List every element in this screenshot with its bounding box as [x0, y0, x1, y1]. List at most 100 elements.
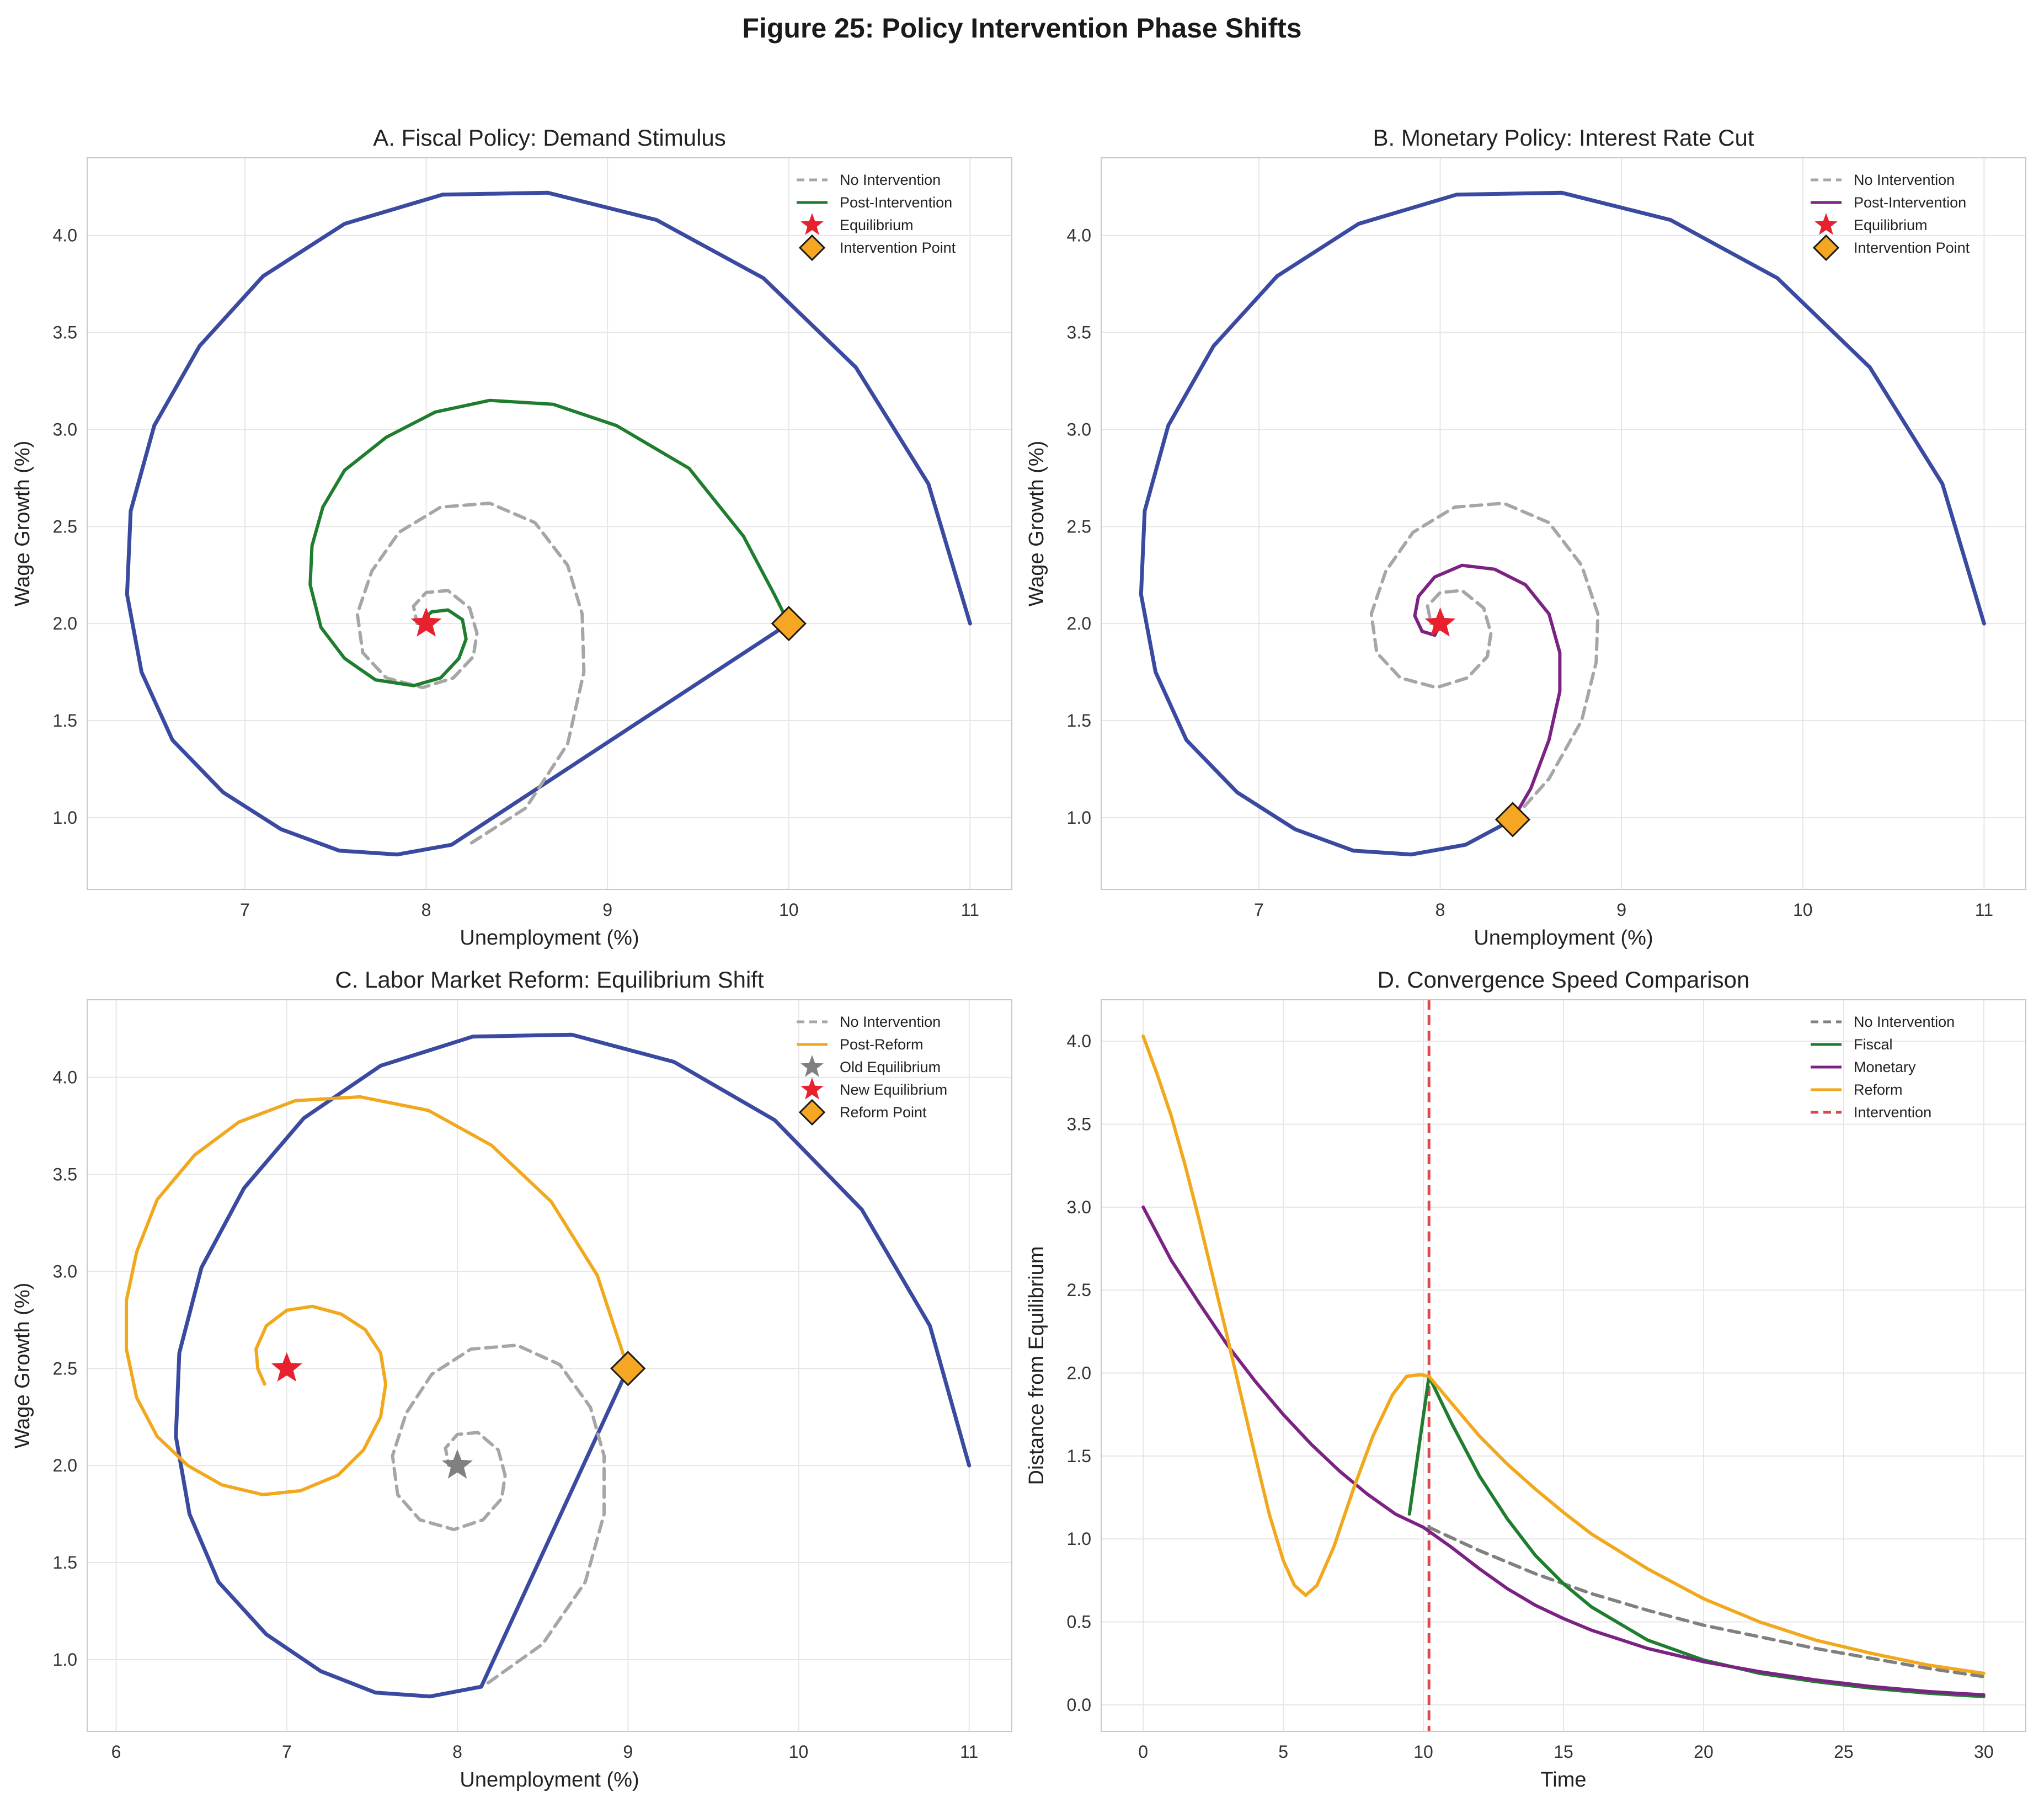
legend-diamond-icon [798, 1099, 826, 1126]
legend-swatch [800, 213, 824, 235]
monetary-line [1141, 1205, 1986, 1697]
legend-swatch [800, 1078, 824, 1100]
legend-label: Monetary [1854, 1059, 1916, 1075]
legend-diamond-icon [798, 234, 826, 262]
legend-star-icon [800, 1055, 824, 1077]
intervention-diamond-marker [771, 606, 807, 642]
legend-label: Post-Intervention [840, 194, 952, 211]
x-tick-label: 10 [1793, 900, 1813, 920]
x-axis-label: Time [1540, 1768, 1586, 1792]
y-tick-label: 4.0 [53, 226, 77, 246]
legend-label: Equilibrium [1854, 217, 1928, 233]
legend-label: Intervention [1854, 1104, 1931, 1121]
y-tick-label: 1.0 [53, 1650, 77, 1670]
legend-label: Intervention Point [1854, 239, 1970, 256]
x-tick-label: 10 [789, 1742, 809, 1762]
y-tick-label: 0.5 [1067, 1612, 1091, 1632]
baseline-line [1139, 190, 1986, 857]
x-tick-label: 9 [602, 900, 612, 920]
legend-label: Fiscal [1854, 1036, 1893, 1053]
panel-a: 7 8 9 10 11 1.0 1.5 2.0 2.5 3.0 3.5 4.0 A. Fiscal Po… [11, 125, 1012, 950]
baseline-line [125, 190, 972, 857]
y-axis-label: Wage Growth (%) [11, 1283, 34, 1449]
plot-area [1101, 158, 2026, 889]
legend-label: No Intervention [1854, 172, 1955, 188]
y-tick-label: 4.0 [1067, 1031, 1091, 1051]
x-tick-label: 10 [1413, 1742, 1433, 1762]
intervention-diamond-marker [610, 1351, 646, 1387]
panel-title: D. Convergence Speed Comparison [1378, 967, 1750, 993]
x-tick-label: 8 [421, 900, 431, 920]
x-axis-label: Unemployment (%) [460, 926, 639, 950]
y-tick-label: 3.0 [53, 1261, 77, 1281]
no_intervention-line [1369, 502, 1600, 822]
x-tick-label: 8 [1435, 900, 1445, 920]
x-tick-label: 11 [961, 900, 979, 920]
x-tick-label: 7 [282, 1742, 292, 1762]
plot-frame [87, 157, 1012, 890]
panel-title: B. Monetary Policy: Interest Rate Cut [1373, 125, 1754, 151]
plot-frame [1101, 999, 2026, 1732]
post-line [125, 1095, 630, 1496]
legend-label: Reform Point [840, 1104, 927, 1121]
y-tick-label: 1.5 [53, 1553, 77, 1572]
legend-diamond-icon [1812, 234, 1840, 262]
y-tick-label: 2.5 [1067, 1280, 1091, 1300]
equilibrium-star-marker [442, 1449, 473, 1479]
baseline-line [174, 1032, 972, 1699]
y-tick-label: 3.5 [1067, 1115, 1091, 1134]
y-tick-label: 3.5 [53, 1165, 77, 1185]
x-tick-label: 6 [111, 1742, 121, 1762]
equilibrium-star-marker [271, 1352, 302, 1382]
legend-swatch [798, 1099, 826, 1126]
x-tick-label: 20 [1694, 1742, 1714, 1762]
legend-swatch [1814, 213, 1838, 235]
legend-label: Reform [1854, 1081, 1903, 1098]
y-tick-label: 2.5 [1067, 516, 1091, 536]
figure-title: Figure 25: Policy Intervention Phase Shi… [742, 13, 1302, 44]
y-tick-label: 2.0 [1067, 614, 1091, 633]
y-tick-label: 3.5 [53, 323, 77, 343]
y-tick-label: 1.5 [1067, 711, 1091, 731]
plot-frame [1101, 157, 2026, 890]
x-tick-label: 25 [1834, 1742, 1854, 1762]
legend-label: No Intervention [840, 1014, 941, 1030]
legend-label: No Intervention [1854, 1014, 1955, 1030]
x-tick-label: 7 [1254, 900, 1264, 920]
y-tick-label: 2.5 [53, 516, 77, 536]
y-axis-label: Wage Growth (%) [11, 441, 34, 607]
legend-swatch [800, 1055, 824, 1077]
x-axis-label: Unemployment (%) [460, 1768, 639, 1792]
legend-label: Equilibrium [840, 217, 914, 233]
y-tick-label: 3.5 [1067, 323, 1091, 343]
post-line [308, 398, 791, 687]
no-intervention-line [1427, 1526, 1986, 1678]
y-tick-label: 1.5 [53, 711, 77, 731]
y-axis-label: Wage Growth (%) [1025, 441, 1048, 607]
legend-label: Post-Intervention [1854, 194, 1966, 211]
panel-c: 6 7 8 9 10 11 1.0 1.5 2.0 2.5 3.0 3.5 4.0 C. Labor Ma… [11, 967, 1012, 1792]
y-tick-label: 2.0 [1067, 1363, 1091, 1383]
legend-star-icon [1814, 213, 1838, 235]
legend-star-icon [800, 213, 824, 235]
x-tick-label: 15 [1554, 1742, 1573, 1762]
legend-label: Old Equilibrium [840, 1059, 941, 1075]
panel-b: 7 8 9 10 11 1.0 1.5 2.0 2.5 3.0 3.5 4.0 B. Monetary … [1025, 125, 2026, 950]
panel-title: A. Fiscal Policy: Demand Stimulus [373, 125, 726, 151]
legend-label: No Intervention [840, 172, 941, 188]
y-axis-label: Distance from Equilibrium [1025, 1246, 1048, 1485]
equilibrium-star-marker [1424, 607, 1456, 637]
y-tick-label: 4.0 [1067, 226, 1091, 246]
x-axis-label: Unemployment (%) [1474, 926, 1653, 950]
y-tick-label: 2.0 [53, 614, 77, 633]
x-tick-label: 30 [1974, 1742, 1994, 1762]
post-line [1413, 563, 1562, 822]
x-tick-label: 5 [1278, 1742, 1288, 1762]
y-tick-label: 0.0 [1067, 1695, 1091, 1715]
equilibrium-star-marker [410, 607, 442, 637]
y-tick-label: 1.0 [53, 808, 77, 828]
x-tick-label: 9 [1616, 900, 1626, 920]
legend-label: Post-Reform [840, 1036, 924, 1053]
plot-area [87, 158, 1012, 889]
